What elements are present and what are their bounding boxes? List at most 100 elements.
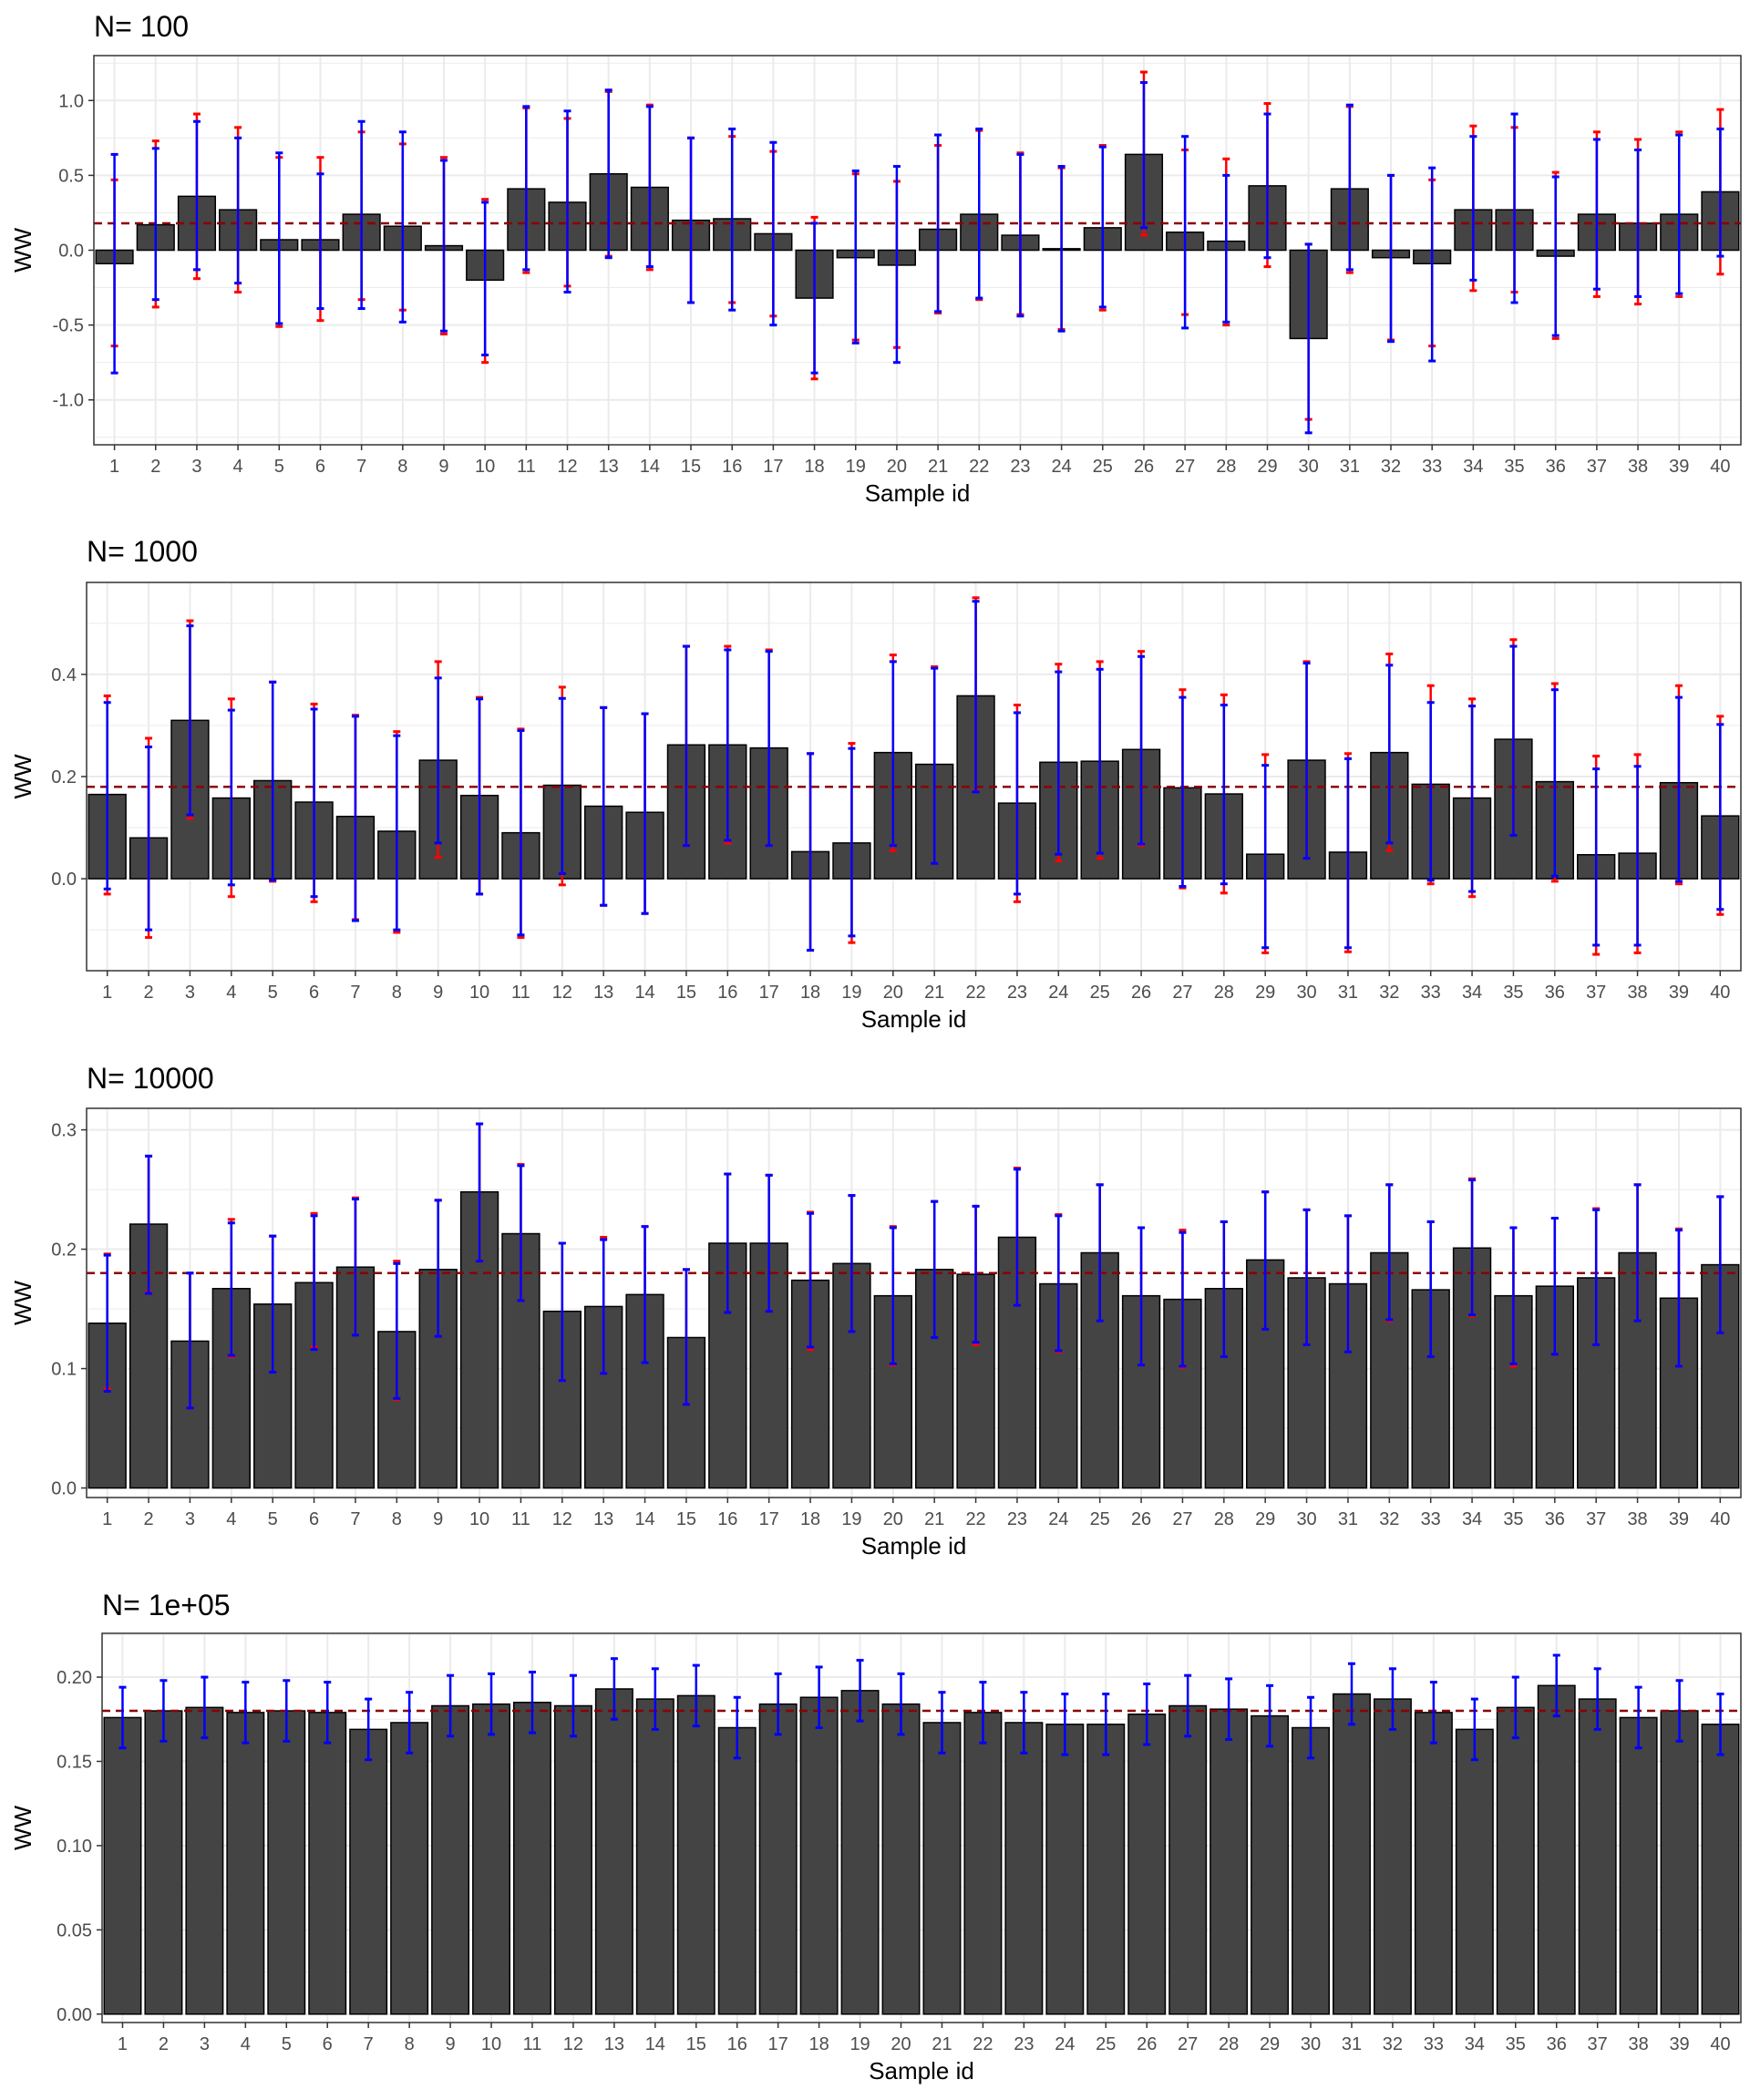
x-tick-label: 20 bbox=[890, 2034, 911, 2054]
x-tick-label: 34 bbox=[1463, 457, 1483, 477]
x-tick-label: 6 bbox=[309, 1509, 319, 1529]
bar bbox=[1578, 1698, 1617, 2015]
x-tick-label: 30 bbox=[1296, 983, 1316, 1003]
x-tick-label: 39 bbox=[1669, 983, 1689, 1003]
x-tick-label: 1 bbox=[109, 457, 119, 477]
x-tick-label: 23 bbox=[1007, 1509, 1027, 1529]
chart-title: N= 10000 bbox=[87, 1062, 214, 1095]
x-tick-label: 10 bbox=[469, 983, 489, 1003]
x-tick-label: 19 bbox=[841, 1509, 861, 1529]
bar bbox=[1045, 1724, 1085, 2015]
x-tick-label: 16 bbox=[717, 983, 737, 1003]
x-tick-label: 21 bbox=[924, 1509, 944, 1529]
x-tick-label: 37 bbox=[1586, 983, 1606, 1003]
x-tick-label: 27 bbox=[1175, 457, 1195, 477]
x-tick-label: 24 bbox=[1048, 1509, 1068, 1529]
x-tick-label: 32 bbox=[1379, 1509, 1399, 1529]
x-axis-title: Sample id bbox=[861, 1005, 967, 1033]
x-tick-label: 13 bbox=[599, 457, 619, 477]
x-tick-label: 33 bbox=[1421, 983, 1441, 1003]
x-tick-label: 24 bbox=[1048, 983, 1068, 1003]
y-tick-label: 0.1 bbox=[51, 1360, 77, 1380]
x-tick-label: 11 bbox=[511, 1509, 530, 1529]
x-tick-label: 32 bbox=[1383, 2034, 1403, 2054]
x-tick-label: 18 bbox=[800, 983, 820, 1003]
plot-background bbox=[87, 1108, 1741, 1498]
x-tick-label: 39 bbox=[1669, 457, 1689, 477]
x-tick-label: 31 bbox=[1342, 2034, 1362, 2054]
x-tick-label: 33 bbox=[1424, 2034, 1444, 2054]
bar bbox=[267, 1710, 306, 2015]
bar bbox=[553, 1704, 592, 2015]
x-tick-label: 7 bbox=[356, 457, 366, 477]
y-tick-label: -1.0 bbox=[53, 391, 84, 411]
x-tick-label: 17 bbox=[768, 2034, 788, 2054]
x-tick-label: 40 bbox=[1710, 2034, 1730, 2054]
x-tick-label: 5 bbox=[274, 457, 284, 477]
x-axis-title: Sample id bbox=[869, 2057, 974, 2085]
x-tick-label: 3 bbox=[200, 2034, 210, 2054]
x-tick-label: 17 bbox=[763, 457, 783, 477]
chart-title: N= 1000 bbox=[87, 535, 198, 568]
x-tick-label: 24 bbox=[1055, 2034, 1075, 2054]
x-tick-label: 12 bbox=[563, 2034, 583, 2054]
x-tick-label: 5 bbox=[282, 2034, 292, 2054]
x-tick-label: 19 bbox=[846, 457, 866, 477]
bar bbox=[1414, 1712, 1453, 2015]
x-tick-label: 8 bbox=[397, 457, 407, 477]
y-tick-label: 1.0 bbox=[58, 91, 84, 111]
x-tick-label: 15 bbox=[676, 1509, 696, 1529]
y-axis-title: WW bbox=[9, 1806, 36, 1851]
x-tick-label: 16 bbox=[722, 457, 742, 477]
bar bbox=[717, 1726, 757, 2015]
x-tick-label: 10 bbox=[469, 1509, 489, 1529]
x-tick-label: 11 bbox=[523, 2034, 542, 2054]
x-tick-label: 21 bbox=[928, 457, 948, 477]
x-tick-label: 28 bbox=[1219, 2034, 1239, 2054]
chart-panel-4: N= 1e+050.200.150.100.050.001 2 3 4 5 6 7 8 9 10 1… bbox=[9, 1589, 1742, 2085]
bar bbox=[185, 1706, 224, 2015]
x-tick-label: 32 bbox=[1379, 983, 1399, 1003]
bar bbox=[963, 1712, 1003, 2015]
x-tick-label: 23 bbox=[1014, 2034, 1034, 2054]
panel-border bbox=[101, 1632, 1742, 2023]
x-tick-label: 38 bbox=[1628, 457, 1648, 477]
x-tick-label: 28 bbox=[1214, 1509, 1234, 1529]
chart-title: N= 1e+05 bbox=[102, 1589, 231, 1621]
x-tick-label: 15 bbox=[676, 983, 696, 1003]
x-tick-label: 23 bbox=[1010, 457, 1030, 477]
y-tick-label: 0.15 bbox=[57, 1752, 92, 1772]
x-tick-label: 6 bbox=[323, 2034, 333, 2054]
bar bbox=[226, 1712, 265, 2015]
x-tick-label: 20 bbox=[883, 983, 903, 1003]
bar bbox=[1659, 1297, 1699, 1489]
bar bbox=[881, 1703, 921, 2015]
x-axis-title: Sample id bbox=[865, 479, 971, 507]
x-tick-label: 38 bbox=[1627, 983, 1647, 1003]
bar bbox=[512, 1702, 551, 2015]
x-tick-label: 8 bbox=[405, 2034, 415, 2054]
x-tick-label: 27 bbox=[1172, 983, 1192, 1003]
x-tick-label: 31 bbox=[1338, 983, 1358, 1003]
x-tick-label: 4 bbox=[226, 983, 236, 1003]
x-tick-label: 26 bbox=[1137, 2034, 1157, 2054]
x-tick-label: 18 bbox=[804, 457, 824, 477]
x-tick-label: 27 bbox=[1172, 1509, 1192, 1529]
x-tick-label: 9 bbox=[446, 2034, 456, 2054]
bar bbox=[431, 1704, 470, 2015]
y-tick-label: -0.5 bbox=[53, 316, 84, 336]
plot-background bbox=[102, 1633, 1741, 2023]
x-tick-label: 35 bbox=[1506, 2034, 1526, 2054]
x-tick-label: 29 bbox=[1257, 457, 1277, 477]
x-tick-label: 1 bbox=[102, 983, 112, 1003]
y-tick-label: 0.0 bbox=[51, 1479, 77, 1499]
x-tick-label: 16 bbox=[727, 2034, 747, 2054]
bar bbox=[1455, 1728, 1494, 2015]
x-tick-label: 11 bbox=[511, 983, 530, 1003]
bar bbox=[1086, 1724, 1126, 2015]
x-tick-label: 35 bbox=[1503, 1509, 1523, 1529]
x-tick-label: 26 bbox=[1131, 983, 1151, 1003]
panel-border bbox=[86, 1107, 1742, 1498]
